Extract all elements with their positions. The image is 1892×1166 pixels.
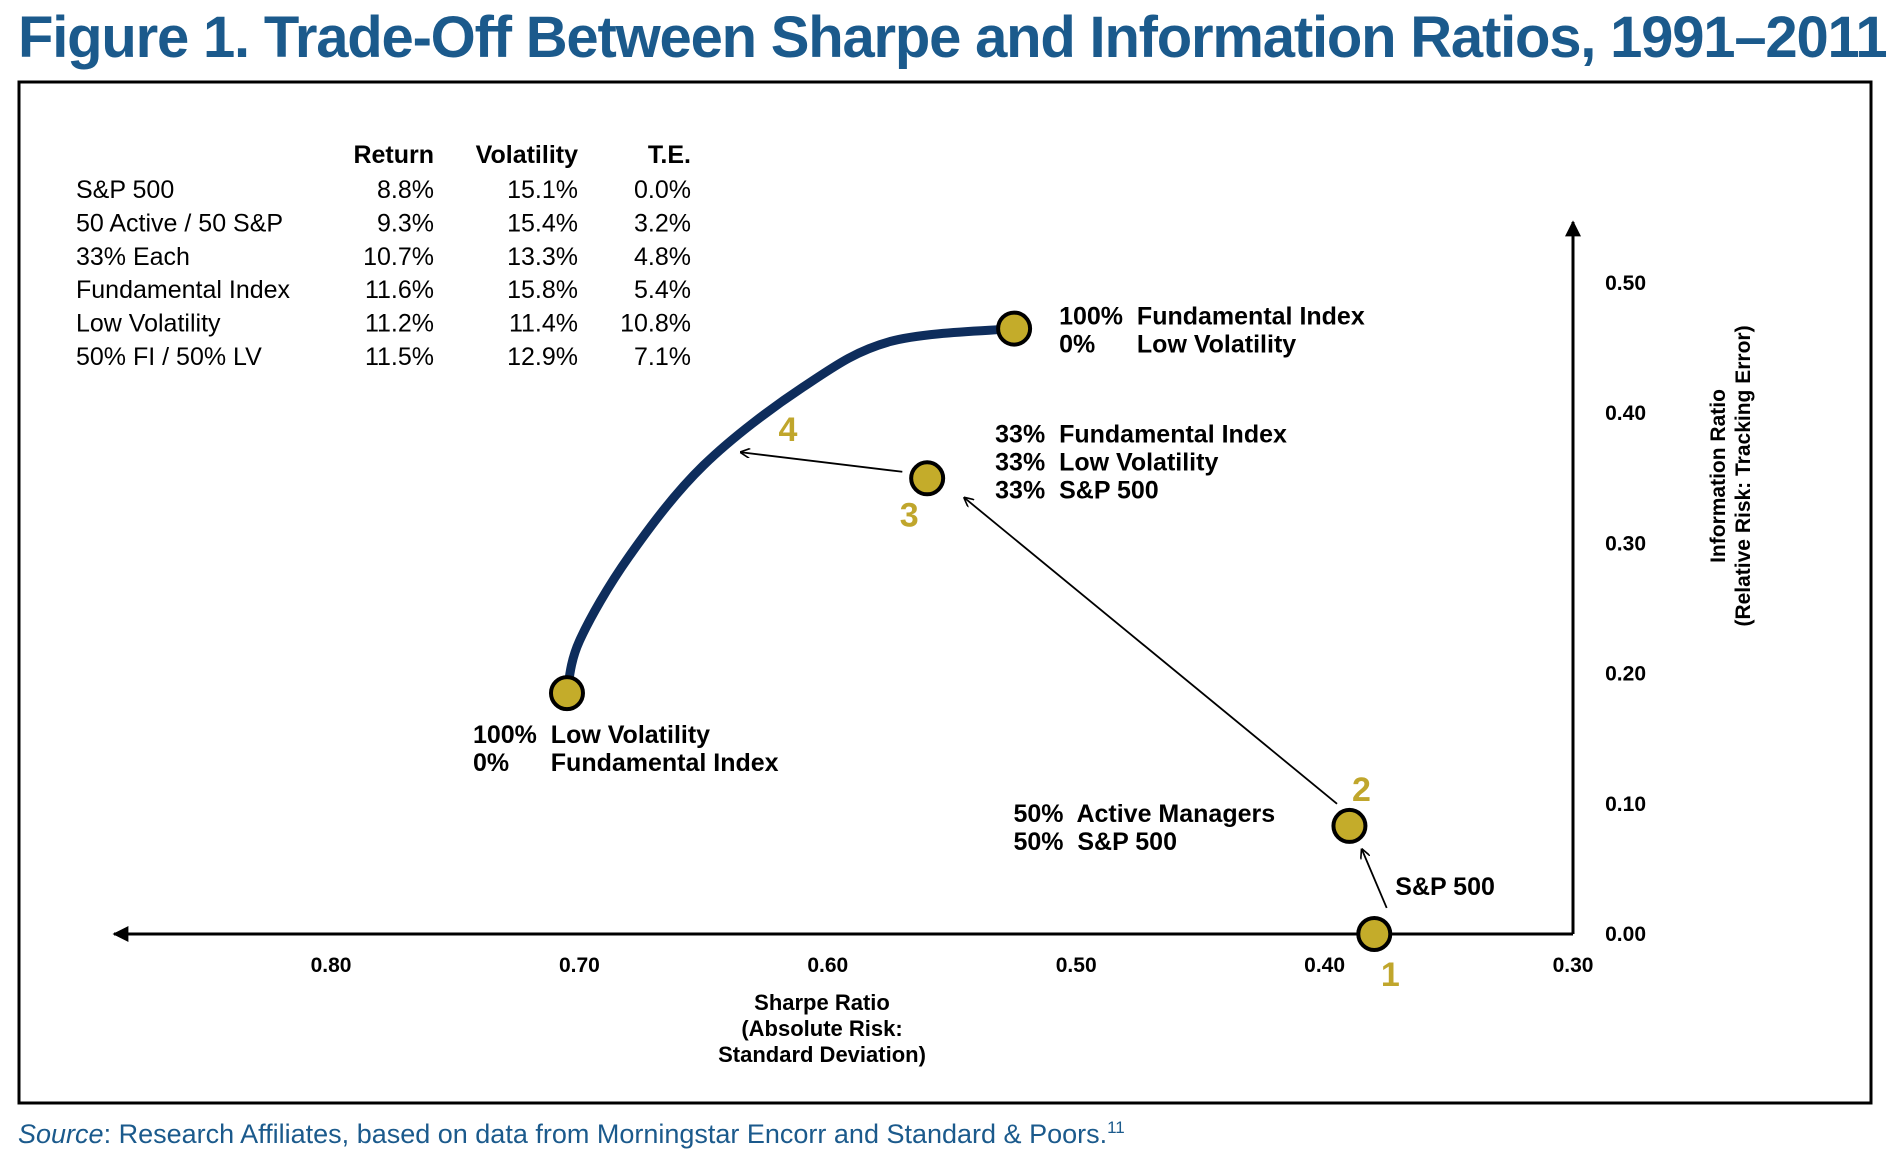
table-cell: 15.8% <box>507 276 578 304</box>
table-row-label: S&P 500 <box>76 176 174 204</box>
table-cell: 11.6% <box>365 276 434 304</box>
table-cell: 4.8% <box>634 243 691 271</box>
x-axis-title: (Absolute Risk: <box>741 1016 902 1041</box>
table-cell: 5.4% <box>634 276 691 304</box>
summary-table: Return Volatility T.E. S&P 500 8.8% 15.1% 0.0%… <box>76 141 691 371</box>
table-cell: 11.5% <box>365 343 434 371</box>
point-number-sp500: 1 <box>1381 956 1400 994</box>
chart-frame <box>17 80 1873 1105</box>
point-label-active-50-50: 50% Active Managers <box>1013 800 1275 828</box>
x-tick-label: 0.50 <box>1056 954 1097 977</box>
table-header-volatility: Volatility <box>476 141 578 169</box>
y-axis-title: Information Ratio(Relative Risk: Trackin… <box>1707 325 1755 626</box>
x-tick-label: 0.30 <box>1553 954 1594 977</box>
point-label-fundamental: 100% Fundamental Index <box>1059 303 1365 331</box>
source-note: Source: Research Affiliates, based on da… <box>18 1118 1125 1150</box>
y-tick-label: 0.40 <box>1605 402 1646 425</box>
point-label-thirds: 33% Fundamental Index <box>995 420 1287 448</box>
y-tick-label: 0.30 <box>1605 532 1646 555</box>
table-row-label: Fundamental Index <box>76 276 291 304</box>
table-cell: 3.2% <box>634 209 691 237</box>
table-cell: 7.1% <box>634 343 691 371</box>
arrow-3 <box>741 452 903 473</box>
arrow-2 <box>964 498 1338 805</box>
point-fundamental <box>996 310 1033 347</box>
point-label-thirds: 33% Low Volatility <box>995 448 1218 476</box>
table-row-label: 50% FI / 50% LV <box>76 343 262 371</box>
point-number-active-50-50: 2 <box>1352 771 1371 809</box>
x-tick-label: 0.60 <box>807 954 848 977</box>
arrow-1 <box>1362 849 1388 909</box>
table-row-label: 33% Each <box>76 243 190 271</box>
table-cell: 13.3% <box>507 243 578 271</box>
table-cell: 0.0% <box>634 176 691 204</box>
point-label-thirds: 33% S&P 500 <box>995 476 1159 504</box>
source-footnote: 11 <box>1107 1118 1125 1137</box>
table-cell: 11.2% <box>365 310 434 338</box>
table-cell: 12.9% <box>507 343 578 371</box>
x-axis-title: Sharpe Ratio <box>754 990 890 1015</box>
x-tick-label: 0.80 <box>311 954 352 977</box>
y-tick-label: 0.20 <box>1605 663 1646 686</box>
arrows <box>741 452 1388 909</box>
figure-title: Figure 1. Trade-Off Between Sharpe and I… <box>18 5 1888 70</box>
y-axis-title-line: (Relative Risk: Tracking Error) <box>1732 325 1755 626</box>
table-header-return: Return <box>353 141 434 169</box>
table-row-label: 50 Active / 50 S&P <box>76 209 283 237</box>
point-label-sp500: S&P 500 <box>1395 873 1495 901</box>
axes: 0.80 0.70 0.60 0.50 0.40 0.30 0.00 0.10 0.20 0.30… <box>112 220 1755 1067</box>
point-active-50-50 <box>1331 807 1368 844</box>
y-tick-label: 0.50 <box>1605 272 1646 295</box>
table-cell: 15.1% <box>507 176 578 204</box>
y-axis-title-line: Information Ratio <box>1707 389 1730 563</box>
point-label-low-vol: 0% Fundamental Index <box>473 749 779 777</box>
table-header-te: T.E. <box>648 141 691 169</box>
y-tick-label: 0.10 <box>1605 793 1646 816</box>
point-label-low-vol: 100% Low Volatility <box>473 721 710 749</box>
table-cell: 11.4% <box>509 310 578 338</box>
x-axis-title: Standard Deviation) <box>718 1042 926 1067</box>
x-tick-label: 0.70 <box>559 954 600 977</box>
data-points <box>548 310 1393 952</box>
y-tick-label: 0.00 <box>1605 923 1646 946</box>
point-low-vol <box>548 675 585 712</box>
point-label-fundamental: 0% Low Volatility <box>1059 331 1296 359</box>
source-label: Source <box>18 1119 104 1149</box>
table-cell: 9.3% <box>377 209 434 237</box>
point-thirds <box>909 460 946 497</box>
frontier: 4 <box>562 324 1019 698</box>
point-label-active-50-50: 50% S&P 500 <box>1013 828 1177 856</box>
frontier-curve <box>562 324 1019 698</box>
point-number-thirds: 3 <box>900 496 919 534</box>
frontier-number-label: 4 <box>779 411 798 449</box>
table-cell: 8.8% <box>377 176 434 204</box>
x-tick-label: 0.40 <box>1304 954 1345 977</box>
table-row-label: Low Volatility <box>76 310 221 338</box>
point-sp500 <box>1356 916 1393 952</box>
table-cell: 10.7% <box>363 243 434 271</box>
table-cell: 10.8% <box>620 310 691 338</box>
source-text: : Research Affiliates, based on data fro… <box>103 1119 1108 1149</box>
table-cell: 15.4% <box>507 209 578 237</box>
